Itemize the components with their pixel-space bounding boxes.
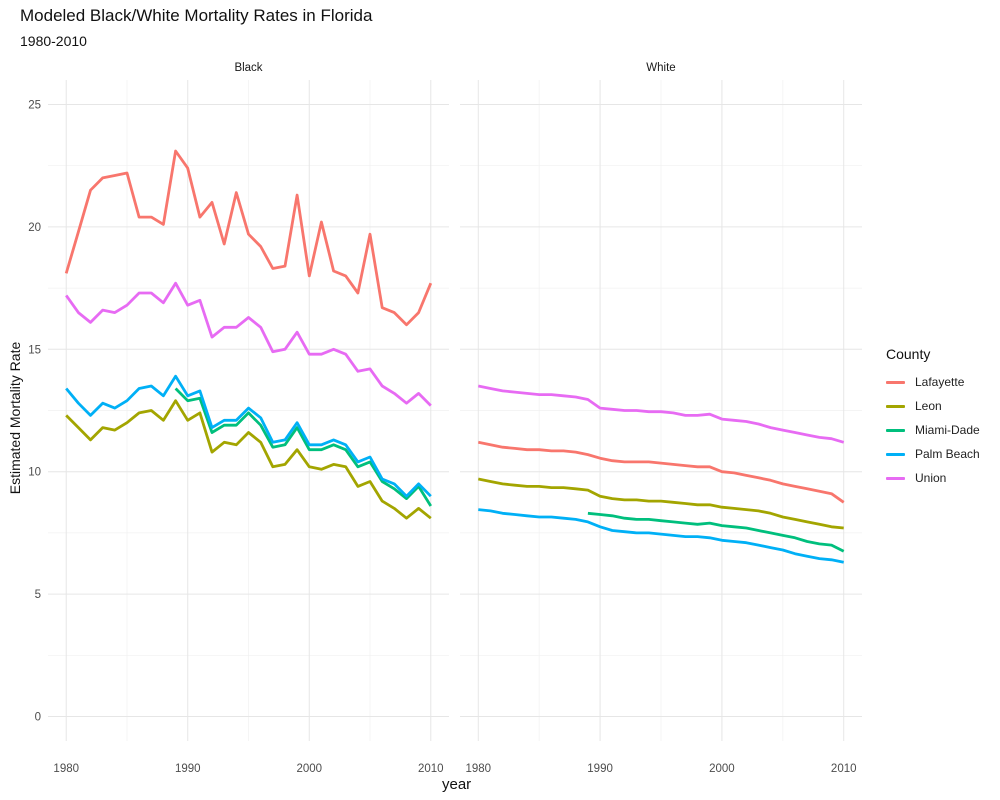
x-tick-label: 1980 <box>465 763 491 775</box>
legend-swatch <box>886 476 905 480</box>
series-line-white-palm-beach <box>478 508 844 564</box>
legend-swatch <box>886 380 905 384</box>
chart-subtitle: 1980-2010 <box>20 33 87 49</box>
series-line-white-union <box>478 384 845 444</box>
series-line-black-union <box>65 281 432 407</box>
legend-label: Union <box>915 471 947 485</box>
legend-swatch <box>886 404 905 408</box>
series-line-white-miami-dade <box>587 511 845 553</box>
y-axis-label: Estimated Mortality Rate <box>7 341 23 495</box>
y-tick-label: 0 <box>35 712 41 724</box>
y-tick-label: 15 <box>28 344 41 356</box>
legend-swatch <box>886 452 905 456</box>
series-line-black-lafayette <box>64 149 433 327</box>
legend: County Lafayette Leon Miami-Dade Palm Beach… <box>886 346 980 490</box>
series-line-white-lafayette <box>478 440 845 504</box>
series-line-black-leon <box>65 399 432 520</box>
legend-title: County <box>886 346 931 362</box>
facet-label-black: Black <box>234 62 263 74</box>
legend-label: Miami-Dade <box>915 423 980 437</box>
x-tick-label: 1980 <box>53 763 79 775</box>
y-tick-label: 10 <box>28 467 41 479</box>
chart-title: Modeled Black/White Mortality Rates in F… <box>20 6 373 25</box>
legend-label: Leon <box>915 399 942 413</box>
y-tick-label: 20 <box>28 222 41 234</box>
series-line-black-miami-dade <box>174 387 432 507</box>
series-line-white-leon <box>478 477 844 530</box>
y-tick-label: 25 <box>28 99 41 111</box>
legend-item-miami-dade: Miami-Dade <box>886 418 980 442</box>
x-tick-label: 1990 <box>587 763 613 775</box>
legend-items: Lafayette Leon Miami-Dade Palm Beach Union <box>886 370 980 490</box>
legend-item-leon: Leon <box>886 394 980 418</box>
x-tick-label: 2000 <box>296 763 322 775</box>
x-tick-label: 2000 <box>709 763 735 775</box>
x-tick-label: 2010 <box>418 763 444 775</box>
facet-label-white: White <box>646 62 676 74</box>
legend-label: Lafayette <box>915 375 965 389</box>
legend-swatch <box>886 428 905 432</box>
legend-item-palm-beach: Palm Beach <box>886 442 980 466</box>
legend-item-union: Union <box>886 466 980 490</box>
series-line-black-palm-beach <box>65 374 432 498</box>
y-tick-label: 5 <box>35 589 41 601</box>
x-axis-label: year <box>442 776 472 793</box>
x-tick-label: 2010 <box>831 763 857 775</box>
legend-item-lafayette: Lafayette <box>886 370 980 394</box>
legend-label: Palm Beach <box>915 447 980 461</box>
x-tick-label: 1990 <box>175 763 201 775</box>
